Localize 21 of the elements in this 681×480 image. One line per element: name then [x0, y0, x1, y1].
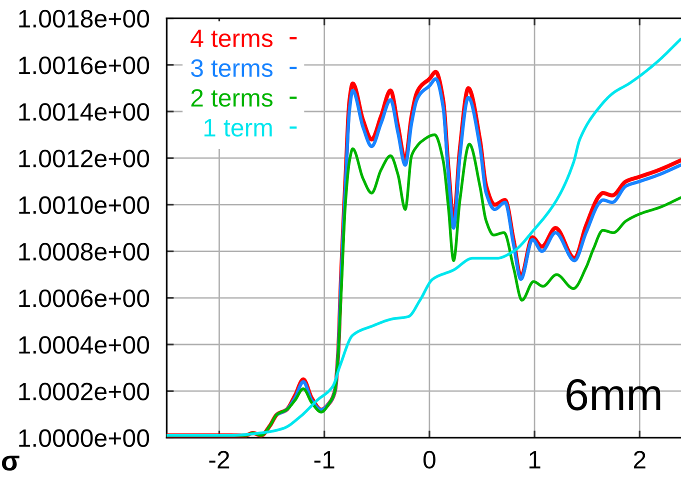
- x-axis-title: σ: [2, 456, 20, 471]
- x-tick-label: 0: [423, 450, 436, 469]
- legend-label: 4 terms: [190, 30, 273, 48]
- x-tick-label: -1: [314, 451, 334, 468]
- x-tick-label: 2: [634, 450, 646, 468]
- y-tick-label: 1.0018e+00: [19, 10, 150, 28]
- y-tick-label: 1.0006e+00: [19, 290, 150, 308]
- y-tick-label: 1.0012e+00: [19, 150, 150, 168]
- y-tick-label: 1.0010e+00: [19, 196, 150, 214]
- legend-label: 2 terms: [191, 89, 273, 107]
- y-tick-label: 1.0014e+00: [19, 103, 150, 121]
- x-tick-label: -2: [209, 450, 230, 468]
- y-tick-label: 1.0000e+00: [19, 429, 150, 448]
- x-tick-label: 1: [530, 451, 540, 468]
- legend-label: 3 terms: [191, 59, 273, 77]
- annotation: 6mm: [566, 378, 660, 410]
- y-tick-label: 1.0004e+00: [19, 336, 150, 354]
- y-tick-label: 1.0016e+00: [19, 56, 150, 74]
- y-tick-label: 1.0008e+00: [19, 242, 150, 261]
- y-tick-label: 1.0002e+00: [19, 382, 150, 400]
- legend-label: 1 term: [204, 119, 272, 137]
